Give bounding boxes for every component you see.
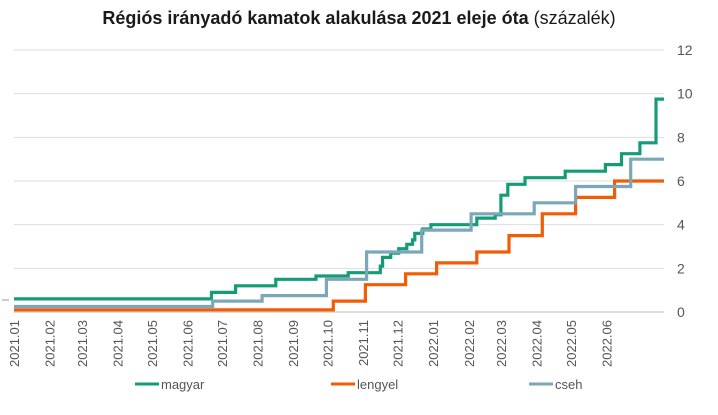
x-tick-label: 2022.02 (462, 320, 477, 367)
x-tick-label: 2022.06 (600, 320, 615, 367)
x-tick-label: 2021.08 (250, 320, 265, 367)
x-tick-label: 2021.10 (321, 320, 336, 367)
x-tick-label: 2022.05 (564, 320, 579, 367)
y-tick-label: 0 (677, 304, 685, 320)
chart-title: Régiós irányadó kamatok alakulása 2021 e… (0, 8, 718, 29)
x-axis-ticks: 2021.01 2021.02 2021.03 2021.04 2021.05 2021.… (7, 320, 615, 367)
y-tick-label: 12 (677, 42, 693, 58)
series-line-cseh (14, 157, 664, 309)
legend-label-magyar: magyar (161, 377, 205, 392)
x-tick-label: 2021.05 (145, 320, 160, 367)
x-tick-label: 2021.07 (215, 320, 230, 367)
y-tick-label: 8 (677, 129, 685, 145)
gridlines (2, 49, 664, 313)
y-axis-ticks: 0 2 4 6 8 10 12 (677, 42, 693, 320)
legend-label-cseh: cseh (555, 377, 582, 392)
x-tick-label: 2021.11 (356, 320, 371, 366)
x-tick-label: 2021.09 (286, 320, 301, 367)
x-tick-label: 2021.04 (110, 320, 125, 367)
x-tick-label: 2021.02 (43, 320, 58, 367)
series-line-magyar (14, 97, 664, 301)
x-tick-label: 2022.03 (494, 320, 509, 367)
legend-label-lengyel: lengyel (357, 377, 398, 392)
x-tick-label: 2022.01 (426, 320, 441, 367)
series-line-lengyel (14, 179, 664, 312)
y-tick-label: 2 (677, 260, 685, 276)
legend: magyar lengyel cseh (135, 377, 582, 392)
x-tick-label: 2021.03 (75, 320, 90, 367)
y-tick-label: 6 (677, 173, 685, 189)
x-tick-label: 2021.01 (7, 320, 22, 367)
series-lines (14, 97, 664, 312)
x-tick-label: 2022.04 (530, 320, 545, 367)
y-tick-label: 10 (677, 86, 693, 102)
chart-subtitle: (százalék) (533, 8, 616, 28)
x-tick-label: 2021.12 (391, 320, 406, 367)
x-tick-label: 2021.06 (180, 320, 195, 367)
y-tick-label: 4 (677, 217, 685, 233)
chart-title-main: Régiós irányadó kamatok alakulása 2021 e… (102, 8, 529, 28)
